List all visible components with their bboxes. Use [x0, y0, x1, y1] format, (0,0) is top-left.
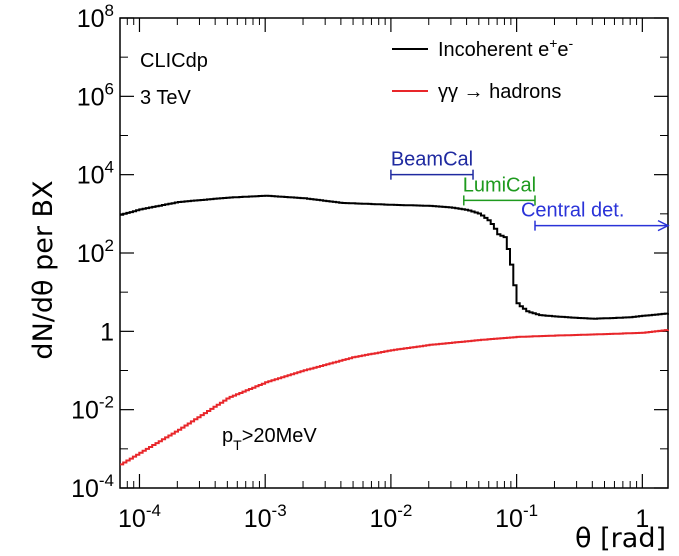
pt-cut-main: p: [222, 425, 233, 447]
series-incoherent-line: [120, 194, 669, 320]
pt-cut-subscript: T: [233, 437, 242, 453]
x-tick-label: 10-2: [369, 501, 412, 533]
series-group: [120, 194, 669, 466]
legend-label-incoherent: Incoherent e+e-: [438, 35, 574, 61]
series-hadrons-line: [120, 329, 669, 466]
x-tick-label: 10-4: [118, 501, 161, 533]
x-tick-label: 10-3: [244, 501, 287, 533]
y-tick-label: 10-2: [71, 393, 114, 425]
y-tick-label: 10-4: [71, 471, 114, 503]
x-axis-title: θ [rad]: [575, 523, 666, 554]
x-tick-label: 10-1: [495, 501, 538, 533]
y-tick-label: 1: [100, 318, 114, 346]
experiment-label: CLICdp: [140, 50, 208, 72]
energy-label: 3 TeV: [140, 87, 191, 109]
plot-frame: [119, 17, 669, 489]
region-central-det-label: Central det.: [521, 200, 624, 222]
x-tick-labels: 10-4 10-3 10-2 10-1 1: [118, 501, 649, 533]
x-tick-label: 1: [635, 505, 649, 533]
region-lumical-label: LumiCal: [463, 174, 536, 196]
legend-label-hadrons: γγ → hadrons: [438, 81, 561, 103]
y-tick-label: 102: [77, 236, 114, 268]
y-tick-label: 108: [77, 1, 114, 33]
y-axis-title: dN/dθ per BX: [28, 180, 59, 359]
y-tick-labels: 10-4 10-2 1 102 104 106 108: [71, 1, 114, 503]
region-central-det-arrowhead: [657, 219, 670, 232]
detector-regions: BeamCal LumiCal Central det.: [390, 149, 670, 232]
pt-cut-label: pT>20MeV: [222, 425, 317, 453]
y-tick-label: 106: [77, 79, 114, 111]
pt-cut-rest: >20MeV: [242, 425, 318, 447]
region-beamcal-label: BeamCal: [391, 149, 473, 171]
legend: Incoherent e+e- γγ → hadrons: [392, 35, 574, 103]
axis-ticks: [119, 17, 668, 489]
y-tick-label: 104: [77, 158, 114, 190]
